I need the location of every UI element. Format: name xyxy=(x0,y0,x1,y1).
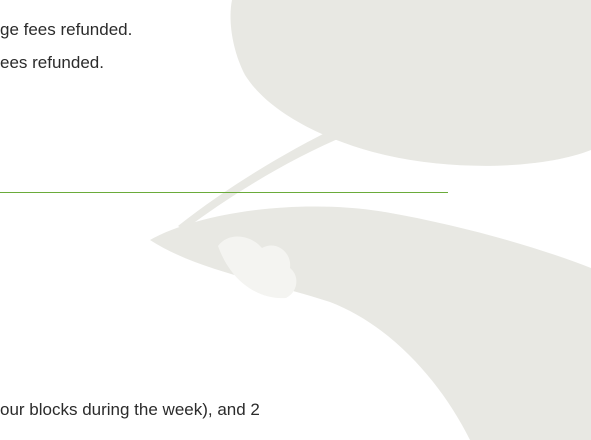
text-line: ge fees refunded. xyxy=(0,20,132,40)
leaf-shape xyxy=(231,0,591,166)
divider xyxy=(0,192,448,193)
text-line: our blocks during the week), and 2 xyxy=(0,400,260,420)
text-line: ees refunded. xyxy=(0,53,104,73)
document-page: ge fees refunded. ees refunded. our bloc… xyxy=(0,0,591,440)
